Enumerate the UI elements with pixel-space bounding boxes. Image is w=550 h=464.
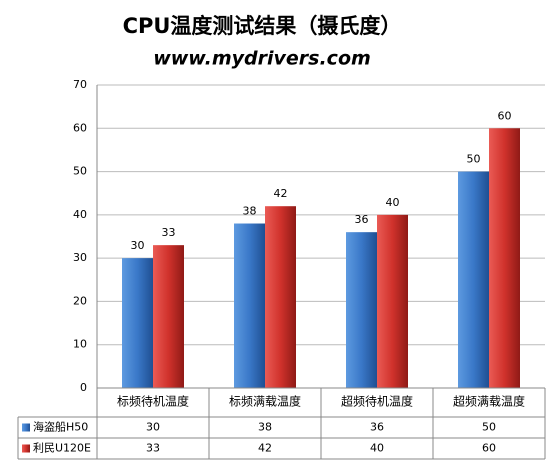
bar bbox=[489, 128, 520, 389]
table-cell: 33 bbox=[146, 442, 160, 455]
bar bbox=[346, 232, 377, 388]
bar bbox=[458, 171, 489, 388]
table-cell: 30 bbox=[146, 421, 160, 434]
x-tick-label: 超频满载温度 bbox=[453, 394, 525, 409]
legend-label: 利民U120E bbox=[33, 442, 91, 455]
bar bbox=[265, 206, 296, 388]
data-label: 30 bbox=[131, 239, 145, 252]
data-label: 42 bbox=[274, 187, 288, 200]
y-tick-label: 60 bbox=[73, 121, 87, 134]
x-tick-label: 标频待机温度 bbox=[117, 394, 189, 409]
legend-swatch bbox=[22, 423, 30, 432]
y-tick-label: 30 bbox=[73, 251, 87, 264]
y-tick-label: 50 bbox=[73, 165, 87, 178]
chart-subtitle: www.mydrivers.com bbox=[153, 48, 371, 70]
data-label: 50 bbox=[467, 153, 481, 166]
chart-title: CPU温度测试结果（摄氏度） bbox=[123, 14, 402, 38]
table-cell: 40 bbox=[370, 442, 384, 455]
data-label: 40 bbox=[386, 196, 400, 209]
data-label: 33 bbox=[162, 226, 176, 239]
table-cell: 36 bbox=[370, 421, 384, 434]
table-cell: 50 bbox=[482, 421, 496, 434]
y-tick-label: 40 bbox=[73, 208, 87, 221]
data-label: 60 bbox=[498, 109, 512, 122]
table-cell: 42 bbox=[258, 442, 272, 455]
data-label: 38 bbox=[243, 205, 257, 218]
y-tick-label: 70 bbox=[73, 78, 87, 91]
data-label: 36 bbox=[355, 213, 369, 226]
y-tick-label: 0 bbox=[80, 381, 87, 394]
legend-swatch bbox=[22, 444, 30, 453]
x-tick-label: 超频待机温度 bbox=[341, 394, 413, 409]
bar bbox=[377, 214, 408, 388]
table-cell: 38 bbox=[258, 421, 272, 434]
x-tick-label: 标频满载温度 bbox=[229, 394, 301, 409]
bar bbox=[153, 245, 184, 388]
table-cell: 60 bbox=[482, 442, 496, 455]
legend-label: 海盗船H50 bbox=[33, 420, 88, 434]
bar bbox=[122, 258, 153, 388]
y-tick-label: 20 bbox=[73, 294, 87, 307]
y-tick-label: 10 bbox=[73, 338, 87, 351]
bar bbox=[234, 223, 265, 388]
